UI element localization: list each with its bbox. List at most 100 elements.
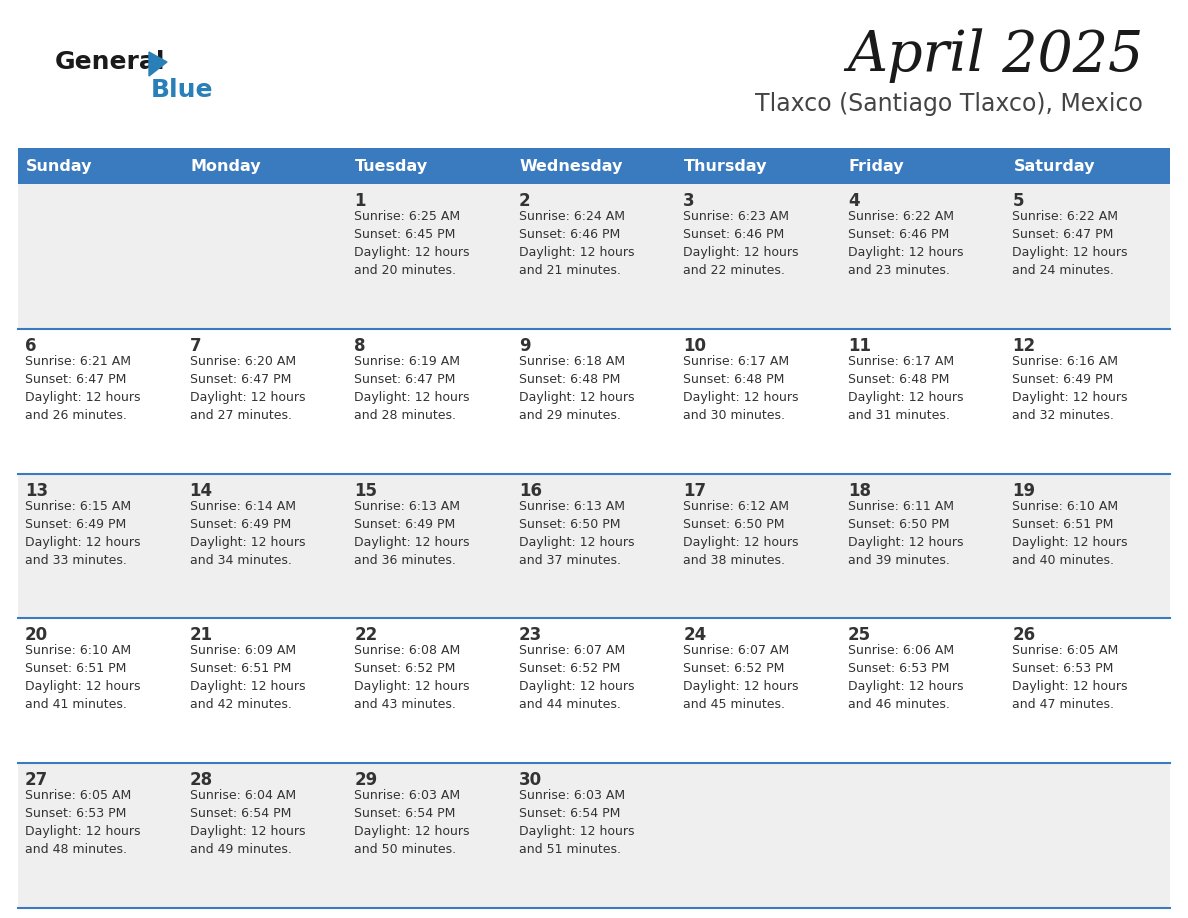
Text: Daylight: 12 hours: Daylight: 12 hours [25,825,140,838]
Text: Sunrise: 6:13 AM: Sunrise: 6:13 AM [519,499,625,512]
Text: Wednesday: Wednesday [519,159,623,174]
Text: Sunset: 6:53 PM: Sunset: 6:53 PM [1012,663,1114,676]
Text: and 42 minutes.: and 42 minutes. [190,699,291,711]
Text: Sunset: 6:52 PM: Sunset: 6:52 PM [683,663,784,676]
Text: 12: 12 [1012,337,1036,354]
Text: Sunset: 6:50 PM: Sunset: 6:50 PM [683,518,785,531]
Text: Daylight: 12 hours: Daylight: 12 hours [1012,391,1127,404]
Text: 6: 6 [25,337,37,354]
Text: Sunset: 6:51 PM: Sunset: 6:51 PM [1012,518,1114,531]
Bar [1005,329,1170,474]
Bar [1005,763,1170,908]
Text: and 31 minutes.: and 31 minutes. [848,409,949,421]
Text: Daylight: 12 hours: Daylight: 12 hours [848,391,963,404]
Text: Daylight: 12 hours: Daylight: 12 hours [190,680,305,693]
Bar [347,619,512,763]
Text: Daylight: 12 hours: Daylight: 12 hours [683,680,798,693]
Text: 21: 21 [190,626,213,644]
Text: and 46 minutes.: and 46 minutes. [848,699,949,711]
Text: Sunrise: 6:17 AM: Sunrise: 6:17 AM [848,354,954,368]
Text: Saturday: Saturday [1013,159,1095,174]
Text: Sunrise: 6:23 AM: Sunrise: 6:23 AM [683,210,789,223]
Text: Sunset: 6:49 PM: Sunset: 6:49 PM [25,518,126,531]
Text: 28: 28 [190,771,213,789]
Text: and 44 minutes.: and 44 minutes. [519,699,620,711]
Text: Sunset: 6:46 PM: Sunset: 6:46 PM [683,228,784,241]
Text: Sunrise: 6:08 AM: Sunrise: 6:08 AM [354,644,461,657]
Text: Sunrise: 6:09 AM: Sunrise: 6:09 AM [190,644,296,657]
Text: Daylight: 12 hours: Daylight: 12 hours [848,535,963,549]
Text: Sunset: 6:45 PM: Sunset: 6:45 PM [354,228,455,241]
Text: Sunrise: 6:13 AM: Sunrise: 6:13 AM [354,499,460,512]
Bar [1005,474,1170,619]
Text: 11: 11 [848,337,871,354]
Text: General: General [55,50,165,74]
Text: Sunrise: 6:07 AM: Sunrise: 6:07 AM [519,644,625,657]
Bar [676,329,841,474]
Text: Sunrise: 6:21 AM: Sunrise: 6:21 AM [25,354,131,368]
Text: Daylight: 12 hours: Daylight: 12 hours [190,535,305,549]
Text: 2: 2 [519,192,530,210]
Bar [676,619,841,763]
Text: Sunset: 6:49 PM: Sunset: 6:49 PM [354,518,455,531]
Text: Sunset: 6:50 PM: Sunset: 6:50 PM [848,518,949,531]
Text: Sunrise: 6:14 AM: Sunrise: 6:14 AM [190,499,296,512]
Text: Sunset: 6:52 PM: Sunset: 6:52 PM [354,663,455,676]
Bar [18,474,183,619]
Text: 17: 17 [683,482,707,499]
Text: 26: 26 [1012,626,1036,644]
Bar [347,184,512,329]
Text: Sunset: 6:47 PM: Sunset: 6:47 PM [25,373,126,386]
Bar [347,474,512,619]
Bar [676,148,841,184]
Text: Friday: Friday [849,159,904,174]
Bar [183,184,347,329]
Text: and 34 minutes.: and 34 minutes. [190,554,291,566]
Text: Sunset: 6:53 PM: Sunset: 6:53 PM [848,663,949,676]
Bar [18,184,183,329]
Text: Daylight: 12 hours: Daylight: 12 hours [25,391,140,404]
Text: Daylight: 12 hours: Daylight: 12 hours [190,825,305,838]
Text: 3: 3 [683,192,695,210]
Text: and 28 minutes.: and 28 minutes. [354,409,456,421]
Text: 9: 9 [519,337,530,354]
Bar [183,474,347,619]
Text: Sunrise: 6:10 AM: Sunrise: 6:10 AM [25,644,131,657]
Text: Sunrise: 6:03 AM: Sunrise: 6:03 AM [519,789,625,802]
Text: 4: 4 [848,192,859,210]
Text: 15: 15 [354,482,377,499]
Bar [183,619,347,763]
Text: April 2025: April 2025 [847,28,1143,83]
Text: Daylight: 12 hours: Daylight: 12 hours [683,391,798,404]
Text: Daylight: 12 hours: Daylight: 12 hours [190,391,305,404]
Bar [841,329,1005,474]
Text: Sunset: 6:54 PM: Sunset: 6:54 PM [519,807,620,820]
Bar [18,148,183,184]
Text: Daylight: 12 hours: Daylight: 12 hours [354,825,469,838]
Text: Daylight: 12 hours: Daylight: 12 hours [848,246,963,259]
Text: Sunset: 6:54 PM: Sunset: 6:54 PM [190,807,291,820]
Text: and 51 minutes.: and 51 minutes. [519,844,620,856]
Text: Sunset: 6:50 PM: Sunset: 6:50 PM [519,518,620,531]
Bar [676,474,841,619]
Text: Sunrise: 6:10 AM: Sunrise: 6:10 AM [1012,499,1119,512]
Text: Sunset: 6:47 PM: Sunset: 6:47 PM [190,373,291,386]
Bar [1005,148,1170,184]
Text: Daylight: 12 hours: Daylight: 12 hours [354,391,469,404]
Text: and 50 minutes.: and 50 minutes. [354,844,456,856]
Text: Daylight: 12 hours: Daylight: 12 hours [519,246,634,259]
Text: Daylight: 12 hours: Daylight: 12 hours [519,825,634,838]
Bar [841,148,1005,184]
Text: Sunrise: 6:05 AM: Sunrise: 6:05 AM [25,789,131,802]
Text: and 29 minutes.: and 29 minutes. [519,409,620,421]
Text: Daylight: 12 hours: Daylight: 12 hours [354,246,469,259]
Bar [512,329,676,474]
Text: and 26 minutes.: and 26 minutes. [25,409,127,421]
Text: Daylight: 12 hours: Daylight: 12 hours [354,535,469,549]
Text: and 43 minutes.: and 43 minutes. [354,699,456,711]
Text: Daylight: 12 hours: Daylight: 12 hours [25,680,140,693]
Bar [183,763,347,908]
Text: Daylight: 12 hours: Daylight: 12 hours [354,680,469,693]
Text: Sunrise: 6:07 AM: Sunrise: 6:07 AM [683,644,790,657]
Text: Daylight: 12 hours: Daylight: 12 hours [25,535,140,549]
